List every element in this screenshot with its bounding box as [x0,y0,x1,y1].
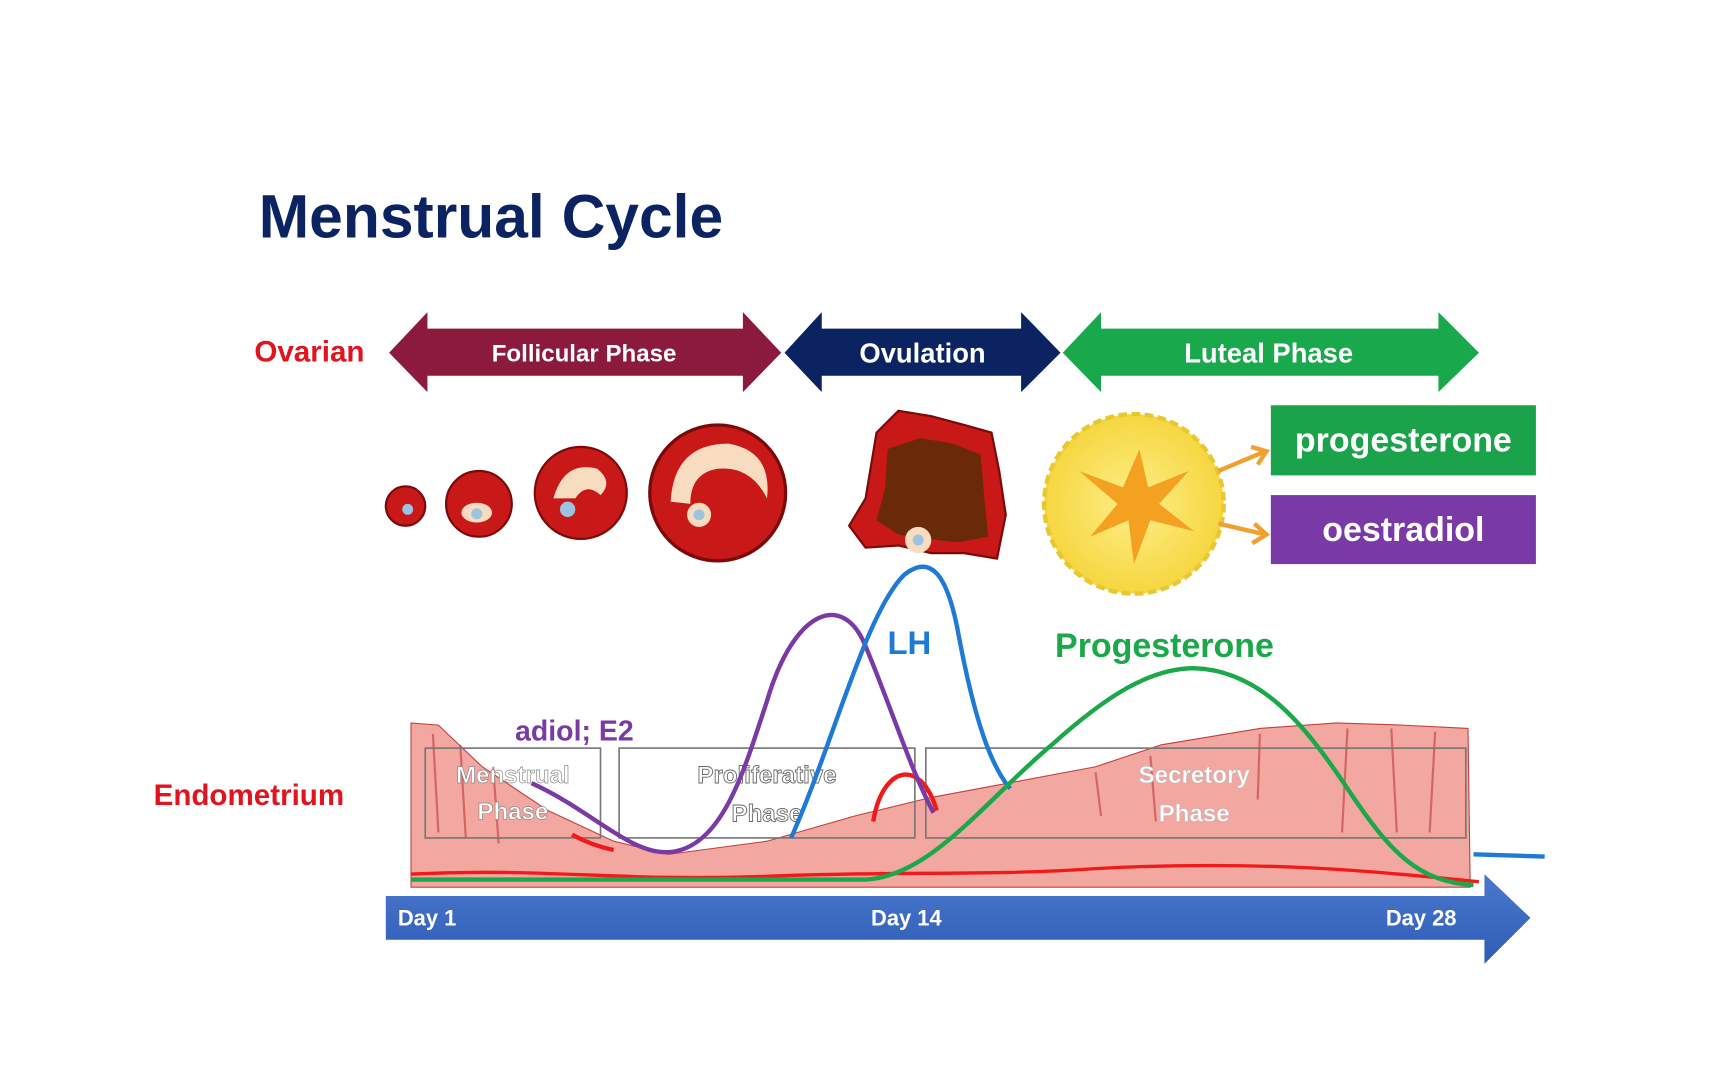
svg-text:progesterone: progesterone [1295,421,1512,459]
fsh-peak-curve [871,772,939,822]
lh-curve [789,564,1012,839]
progesterone-label: Progesterone [1055,627,1274,665]
e2-curve [530,612,936,855]
svg-text:Follicular Phase: Follicular Phase [492,340,677,367]
luteal-phase-arrow: Luteal Phase [1062,312,1479,393]
day-1-label: Day 1 [398,906,456,931]
svg-text:Secretory: Secretory [1139,762,1251,789]
day-14-label: Day 14 [871,906,942,931]
fsh-baseline-curve [410,863,1480,884]
ovarian-label: Ovarian [254,335,364,368]
lh-label: LH [887,624,931,661]
svg-text:Luteal Phase: Luteal Phase [1184,338,1353,369]
svg-text:oestradiol: oestradiol [1322,511,1484,549]
fsh-early-curve [570,832,615,853]
svg-text:Phase: Phase [477,798,548,825]
follicle-antral [533,445,628,540]
svg-text:Phase: Phase [732,801,803,828]
day-timeline-arrow: Day 1 Day 14 Day 28 [385,874,1531,964]
e2-label: adiol; E2 [515,715,634,747]
corpus-luteum [1041,411,1226,596]
svg-text:Menstrual: Menstrual [456,762,570,789]
page-title: Menstrual Cycle [259,182,723,251]
follicle-graafian [648,423,788,563]
secretory-phase-box: Secretory Phase [924,747,1467,839]
secretion-arrows [1217,444,1271,546]
day-28-label: Day 28 [1386,906,1457,931]
progesterone-curve [411,665,1474,888]
ovulation-arrow: Ovulation [784,312,1061,393]
ovulating-follicle [847,409,1007,560]
svg-text:Phase: Phase [1159,801,1230,828]
follicular-phase-arrow: Follicular Phase [389,312,782,393]
endometrium-label: Endometrium [154,779,345,812]
follicle-primary [384,485,427,527]
oestradiol-box: oestradiol [1270,495,1536,565]
progesterone-box: progesterone [1270,405,1536,476]
lh-tail-curve [1473,852,1545,859]
svg-text:Ovulation: Ovulation [859,338,985,369]
follicle-secondary [444,469,513,538]
menstrual-phase-box: Menstrual Phase [424,747,602,839]
